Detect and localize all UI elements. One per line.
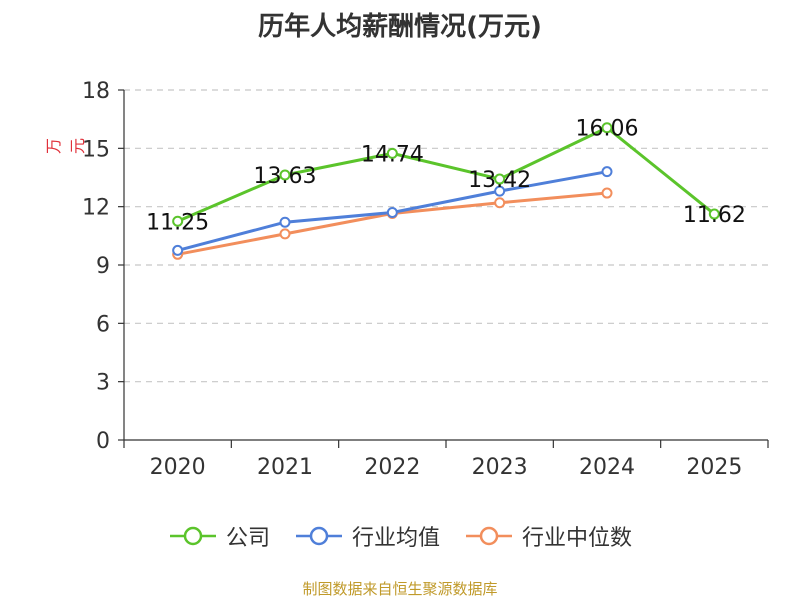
chart-title: 历年人均薪酬情况(万元) xyxy=(258,12,542,42)
x-tick-label: 2022 xyxy=(364,455,420,480)
data-point xyxy=(494,197,506,209)
data-point xyxy=(279,216,291,228)
y-tick-label: 9 xyxy=(96,254,110,279)
y-tick-label: 18 xyxy=(82,79,110,104)
x-tick-label: 2023 xyxy=(472,455,528,480)
series-line xyxy=(177,126,716,223)
legend: 公司 行业均值 行业中位数 xyxy=(0,520,800,552)
data-label: 16.06 xyxy=(576,117,639,142)
data-label: 14.74 xyxy=(361,142,424,167)
x-tick-label: 2024 xyxy=(579,455,635,480)
data-source-note: 制图数据来自恒生聚源数据库 xyxy=(302,580,498,598)
data-point xyxy=(386,207,398,218)
data-point xyxy=(708,208,720,220)
y-tick-label: 12 xyxy=(82,196,110,221)
legend-marker-company xyxy=(169,526,216,546)
legend-item-industry-median[interactable]: 行业中位数 xyxy=(464,520,632,552)
legend-label-industry-median: 行业中位数 xyxy=(522,526,633,551)
y-tick-label: 0 xyxy=(96,429,110,454)
legend-item-industry-mean[interactable]: 行业均值 xyxy=(294,520,440,552)
series-line xyxy=(177,191,608,256)
data-label: 13.63 xyxy=(254,164,317,189)
x-tick-label: 2025 xyxy=(686,455,742,480)
data-label: 13.42 xyxy=(468,168,531,193)
data-point xyxy=(601,122,613,134)
x-tick-label: 2021 xyxy=(257,455,313,480)
data-point xyxy=(494,185,506,197)
data-point xyxy=(279,228,291,240)
data-point xyxy=(601,166,613,178)
legend-marker-industry-mean xyxy=(295,526,342,546)
y-tick-label: 6 xyxy=(96,312,110,337)
x-tick-label: 2020 xyxy=(150,455,206,480)
data-point xyxy=(279,169,291,181)
data-point xyxy=(386,147,398,159)
legend-label-company: 公司 xyxy=(225,526,270,551)
legend-label-industry-mean: 行业均值 xyxy=(351,526,440,551)
data-point xyxy=(494,173,506,185)
y-tick-label: 15 xyxy=(82,137,110,162)
data-label: 11.62 xyxy=(683,203,746,228)
data-point xyxy=(601,187,613,199)
legend-marker-industry-median xyxy=(466,526,512,546)
y-tick-label: 3 xyxy=(96,371,110,396)
data-point xyxy=(172,244,184,256)
data-label: 11.25 xyxy=(146,210,209,235)
legend-item-company[interactable]: 公司 xyxy=(168,520,270,552)
data-point xyxy=(172,215,184,227)
